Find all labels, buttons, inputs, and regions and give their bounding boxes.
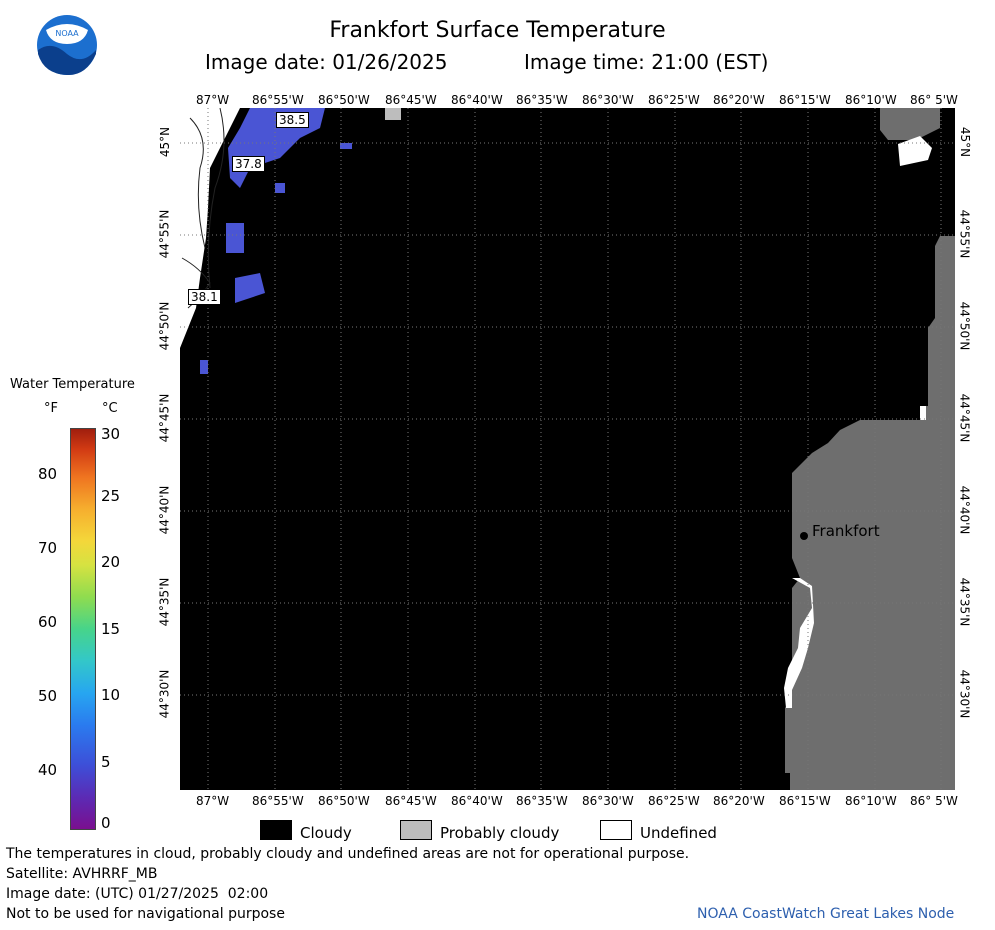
image-date: Image date: 01/26/2025: [205, 50, 448, 74]
x-tick-label: 86°55'W: [252, 794, 304, 808]
x-tick-label: 87°W: [196, 794, 230, 808]
y-tick-label: 44°30'N: [957, 669, 972, 719]
contour-label: 37.8: [232, 156, 265, 172]
map-panel: [180, 107, 955, 790]
fahrenheit-tick: 50: [38, 687, 58, 705]
undefined-west: [180, 108, 240, 348]
place-label-frankfort: Frankfort: [812, 522, 880, 540]
legend-swatch-cloudy: [260, 820, 292, 840]
image-time: Image time: 21:00 (EST): [524, 50, 769, 74]
x-tick-label: 86°15'W: [779, 794, 831, 808]
x-tick-label: 86°20'W: [713, 794, 765, 808]
celsius-tick: 0: [101, 814, 111, 832]
celsius-tick: 10: [101, 686, 121, 704]
x-tick-label: 86°50'W: [318, 93, 370, 107]
x-tick-label: 86°35'W: [516, 794, 568, 808]
y-tick-label: 44°30'N: [157, 669, 172, 719]
x-tick-label: 86°30'W: [582, 794, 634, 808]
fahrenheit-tick: 40: [38, 761, 58, 779]
celsius-tick: 25: [101, 487, 121, 505]
legend-label-probably-cloudy: Probably cloudy: [440, 824, 560, 842]
celsius-tick: 20: [101, 553, 121, 571]
x-tick-label: 86°35'W: [516, 93, 568, 107]
contour-label: 38.5: [276, 112, 309, 128]
page-title: Frankfort Surface Temperature: [329, 18, 666, 43]
x-tick-label: 86°15'W: [779, 93, 831, 107]
graticule: [180, 108, 955, 790]
legend-label-undefined: Undefined: [640, 824, 717, 842]
y-tick-label: 44°40'N: [157, 485, 172, 535]
temperature-colorbar: [70, 428, 96, 830]
x-tick-label: 87°W: [196, 93, 230, 107]
fahrenheit-tick: 70: [38, 539, 58, 557]
logo-text: NOAA: [55, 29, 79, 38]
land-east: [785, 108, 955, 790]
x-tick-label: 86°20'W: [713, 93, 765, 107]
x-tick-label: 86°40'W: [451, 93, 503, 107]
x-tick-label: 86°25'W: [648, 794, 700, 808]
noaa-logo: NOAA: [36, 14, 98, 76]
x-tick-label: 86° 5'W: [910, 93, 958, 107]
y-tick-label: 45°N: [958, 126, 973, 158]
x-tick-label: 86°50'W: [318, 794, 370, 808]
legend-swatch-undefined: [600, 820, 632, 840]
y-tick-label: 44°50'N: [957, 301, 972, 351]
legend-title: Water Temperature: [10, 377, 135, 392]
footer-node-link[interactable]: NOAA CoastWatch Great Lakes Node: [697, 906, 955, 922]
x-tick-label: 86°30'W: [582, 93, 634, 107]
y-tick-label: 44°45'N: [957, 393, 972, 443]
x-tick-label: 86°45'W: [385, 794, 437, 808]
legend-swatch-probably-cloudy: [400, 820, 432, 840]
x-tick-label: 86° 5'W: [910, 794, 958, 808]
cold-water: [228, 108, 325, 188]
y-tick-label: 45°N: [158, 126, 173, 158]
x-tick-label: 86°25'W: [648, 93, 700, 107]
x-tick-label: 86°55'W: [252, 93, 304, 107]
y-tick-label: 44°55'N: [157, 209, 172, 259]
celsius-tick: 15: [101, 620, 121, 638]
fahrenheit-tick: 80: [38, 465, 58, 483]
footer-utc-date: Image date: (UTC) 01/27/2025 02:00: [6, 886, 269, 902]
legend-label-cloudy: Cloudy: [300, 824, 352, 842]
y-tick-label: 44°50'N: [157, 301, 172, 351]
y-tick-label: 44°35'N: [157, 577, 172, 627]
coast-undefined: [784, 578, 814, 708]
frankfort-marker: [800, 532, 808, 540]
footer-note: The temperatures in cloud, probably clou…: [6, 846, 690, 862]
x-tick-label: 86°10'W: [845, 93, 897, 107]
x-tick-label: 86°40'W: [451, 794, 503, 808]
contour-label: 38.1: [188, 289, 221, 305]
y-tick-label: 44°35'N: [957, 577, 972, 627]
y-tick-label: 44°45'N: [157, 393, 172, 443]
fahrenheit-tick: 60: [38, 613, 58, 631]
x-tick-label: 86°10'W: [845, 794, 897, 808]
y-tick-label: 44°40'N: [957, 485, 972, 535]
land-northeast: [880, 108, 940, 140]
footer-satellite: Satellite: AVHRRF_MB: [6, 866, 158, 882]
y-tick-label: 44°55'N: [957, 209, 972, 259]
unit-fahrenheit: °F: [44, 401, 58, 416]
celsius-tick: 5: [101, 753, 111, 771]
celsius-tick: 30: [101, 425, 121, 443]
unit-celsius: °C: [102, 401, 118, 416]
x-tick-label: 86°45'W: [385, 93, 437, 107]
footer-disclaimer: Not to be used for navigational purpose: [6, 906, 285, 922]
